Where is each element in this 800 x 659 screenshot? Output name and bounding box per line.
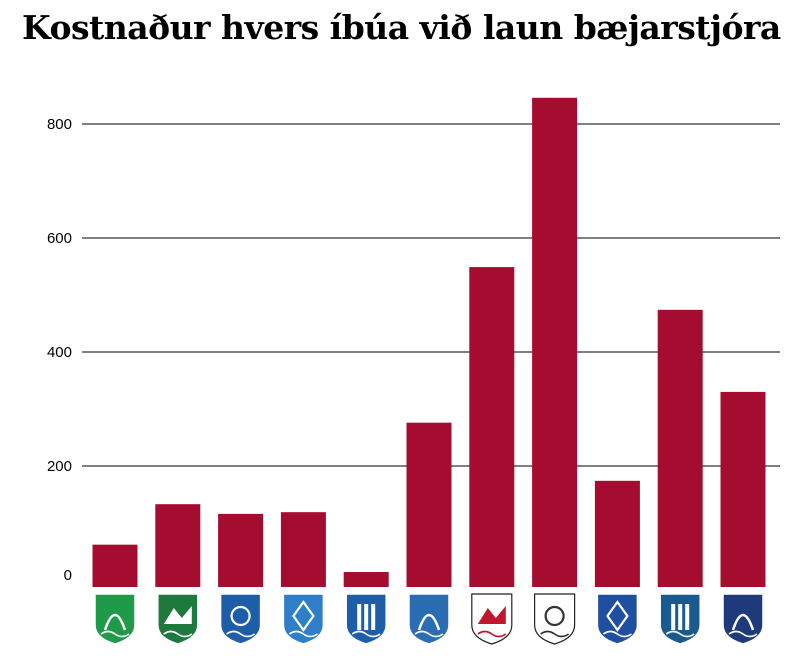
x-axis-crests (94, 593, 764, 645)
bar-6 (406, 422, 452, 587)
bar-7 (469, 267, 515, 587)
navy-mountain-crest-icon (722, 593, 764, 645)
bar-1 (92, 544, 138, 587)
bar-2 (155, 504, 201, 587)
y-tick-label: 400 (47, 344, 72, 361)
chart-title: Kostnaður hvers íbúa við laun bæjarstjór… (22, 8, 781, 47)
bar-11 (720, 391, 766, 587)
y-tick-label: 200 (47, 458, 72, 475)
bar-8 (532, 97, 578, 587)
bar-5 (343, 572, 389, 587)
blue-columns-crest-icon (345, 593, 387, 645)
blue-lighthouse-crest-icon (596, 593, 639, 645)
bar-9 (594, 480, 640, 587)
bars (92, 97, 766, 587)
bar-3 (218, 513, 264, 587)
white-anchor-crest-icon (534, 593, 576, 645)
bar-4 (280, 512, 326, 587)
green-mountain-crest-icon (157, 593, 199, 645)
blue-town-crest-icon (408, 593, 450, 645)
green-arch-crest-icon (94, 593, 136, 645)
y-tick-label: 800 (47, 116, 72, 133)
blue-knot-crest-icon (659, 593, 701, 645)
blue-swan-crest-icon (219, 593, 262, 645)
bar-10 (657, 309, 703, 587)
y-tick-label: 0 (64, 567, 72, 584)
y-axis-ticks: 0 200 400 600 800 (47, 116, 72, 584)
blue-eagle-crest-icon (282, 593, 325, 645)
red-sun-ship-crest-icon (471, 593, 513, 645)
y-tick-label: 600 (47, 230, 72, 247)
